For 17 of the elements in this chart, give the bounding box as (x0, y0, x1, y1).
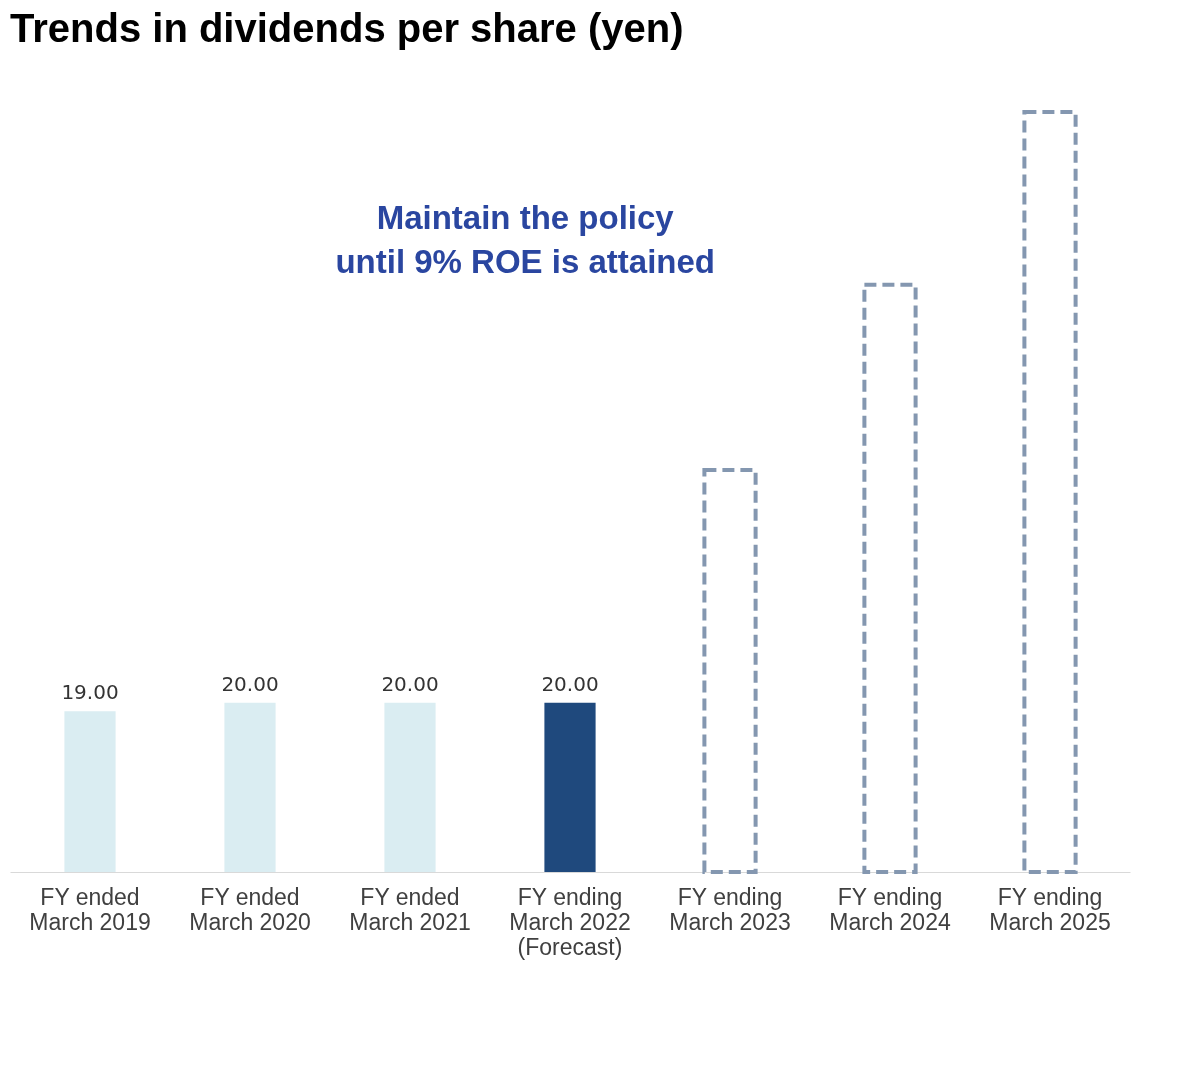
bar (224, 702, 276, 872)
x-tick-label: FY ending March 2025 (989, 883, 1111, 935)
data-label: 20.00 (381, 671, 439, 696)
bar (544, 702, 596, 872)
data-label: 20.00 (221, 671, 279, 696)
x-tick-label: FY ending March 2024 (829, 883, 951, 935)
data-label: 19.00 (61, 680, 119, 705)
x-tick-label: FY ended March 2020 (189, 883, 311, 935)
chart-title: Trends in dividends per share (yen) (10, 6, 684, 50)
x-tick-label: FY ending March 2023 (669, 883, 791, 935)
annotation: Maintain the policy until 9% ROE is attained (335, 199, 715, 281)
x-tick-label: FY ended March 2019 (29, 883, 151, 935)
data-label: 20.00 (541, 671, 599, 696)
bar (384, 702, 436, 872)
x-tick-label: FY ending March 2022 (Forecast) (509, 883, 631, 960)
x-tick-label: FY ended March 2021 (349, 883, 471, 935)
bar (64, 711, 116, 872)
